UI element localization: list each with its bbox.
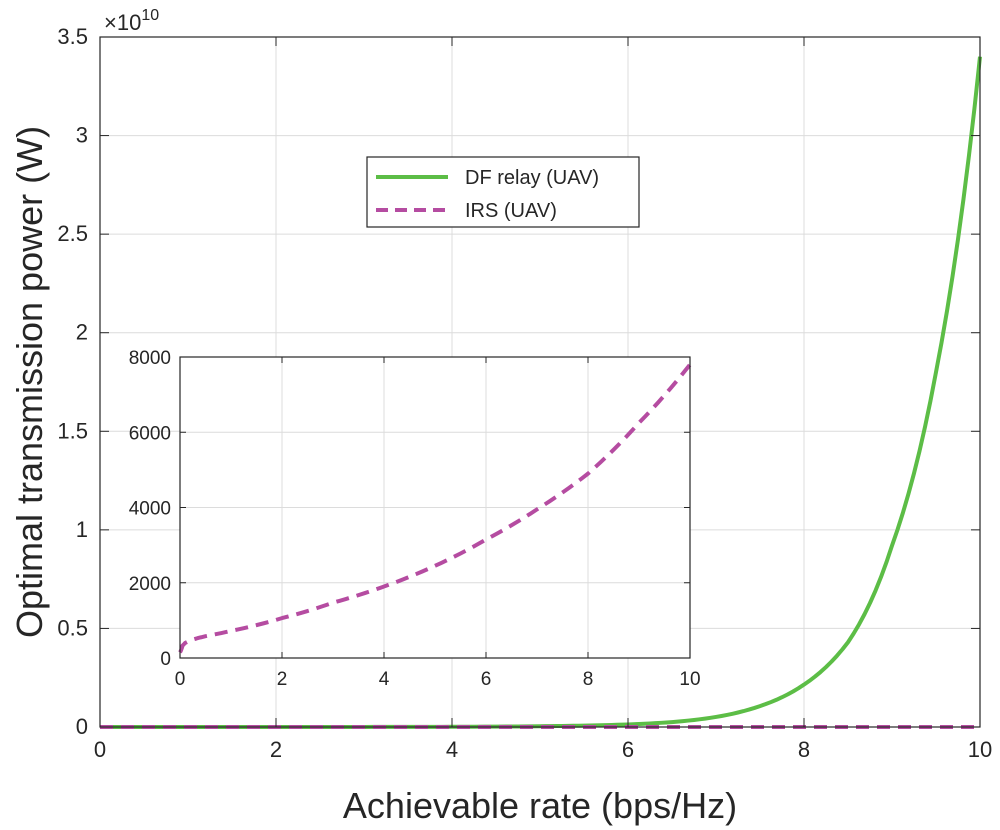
inset-y-tick-label: 0 <box>160 649 171 670</box>
main-y-tick-label: 2 <box>76 320 88 345</box>
main-axes-frame <box>99 36 981 728</box>
inset-axes: 0 2 4 6 8 10 0 2000 4000 6000 8000 <box>129 348 701 690</box>
legend-label-df-relay: DF relay (UAV) <box>465 167 599 189</box>
main-y-tick-label: 1.5 <box>57 418 88 443</box>
main-y-tick-label: 1 <box>76 517 88 542</box>
main-y-ticks: 0 0.5 1 1.5 2 2.5 3 3.5 <box>57 24 980 739</box>
legend: DF relay (UAV) IRS (UAV) <box>366 156 640 228</box>
main-x-tick-label: 10 <box>968 737 992 762</box>
x-axis-label: Achievable rate (bps/Hz) <box>343 785 737 826</box>
inset-x-tick-label: 0 <box>175 669 186 690</box>
main-x-tick-label: 4 <box>446 737 458 762</box>
inset-series-line-irs-uav <box>178 363 692 654</box>
inset-y-tick-label: 6000 <box>129 423 171 444</box>
legend-label-irs: IRS (UAV) <box>465 200 557 222</box>
main-y-tick-label: 0.5 <box>57 615 88 640</box>
y-exponent: ×1010 <box>104 7 159 35</box>
inset-y-tick-label: 2000 <box>129 574 171 595</box>
inset-y-tick-label: 8000 <box>129 348 171 369</box>
main-x-tick-label: 8 <box>798 737 810 762</box>
main-y-tick-label: 3.5 <box>57 24 88 49</box>
main-x-ticks: 0 2 4 6 8 10 <box>94 37 992 762</box>
inset-y-tick-label: 4000 <box>129 499 171 520</box>
main-y-tick-label: 0 <box>76 714 88 739</box>
y-axis-label: Optimal transmission power (W) <box>9 126 50 638</box>
main-x-tick-label: 6 <box>622 737 634 762</box>
main-y-tick-label: 2.5 <box>57 221 88 246</box>
inset-y-ticks: 0 2000 4000 6000 8000 <box>129 348 690 670</box>
inset-x-tick-label: 10 <box>679 669 700 690</box>
inset-series <box>178 363 692 654</box>
inset-x-tick-label: 8 <box>583 669 594 690</box>
inset-x-ticks: 0 2 4 6 8 10 <box>175 357 701 690</box>
inset-x-tick-label: 2 <box>277 669 288 690</box>
main-x-tick-label: 2 <box>270 737 282 762</box>
main-y-tick-label: 3 <box>76 123 88 148</box>
inset-x-tick-label: 4 <box>379 669 390 690</box>
legend-box <box>366 156 640 228</box>
main-x-tick-label: 0 <box>94 737 106 762</box>
inset-x-tick-label: 6 <box>481 669 492 690</box>
